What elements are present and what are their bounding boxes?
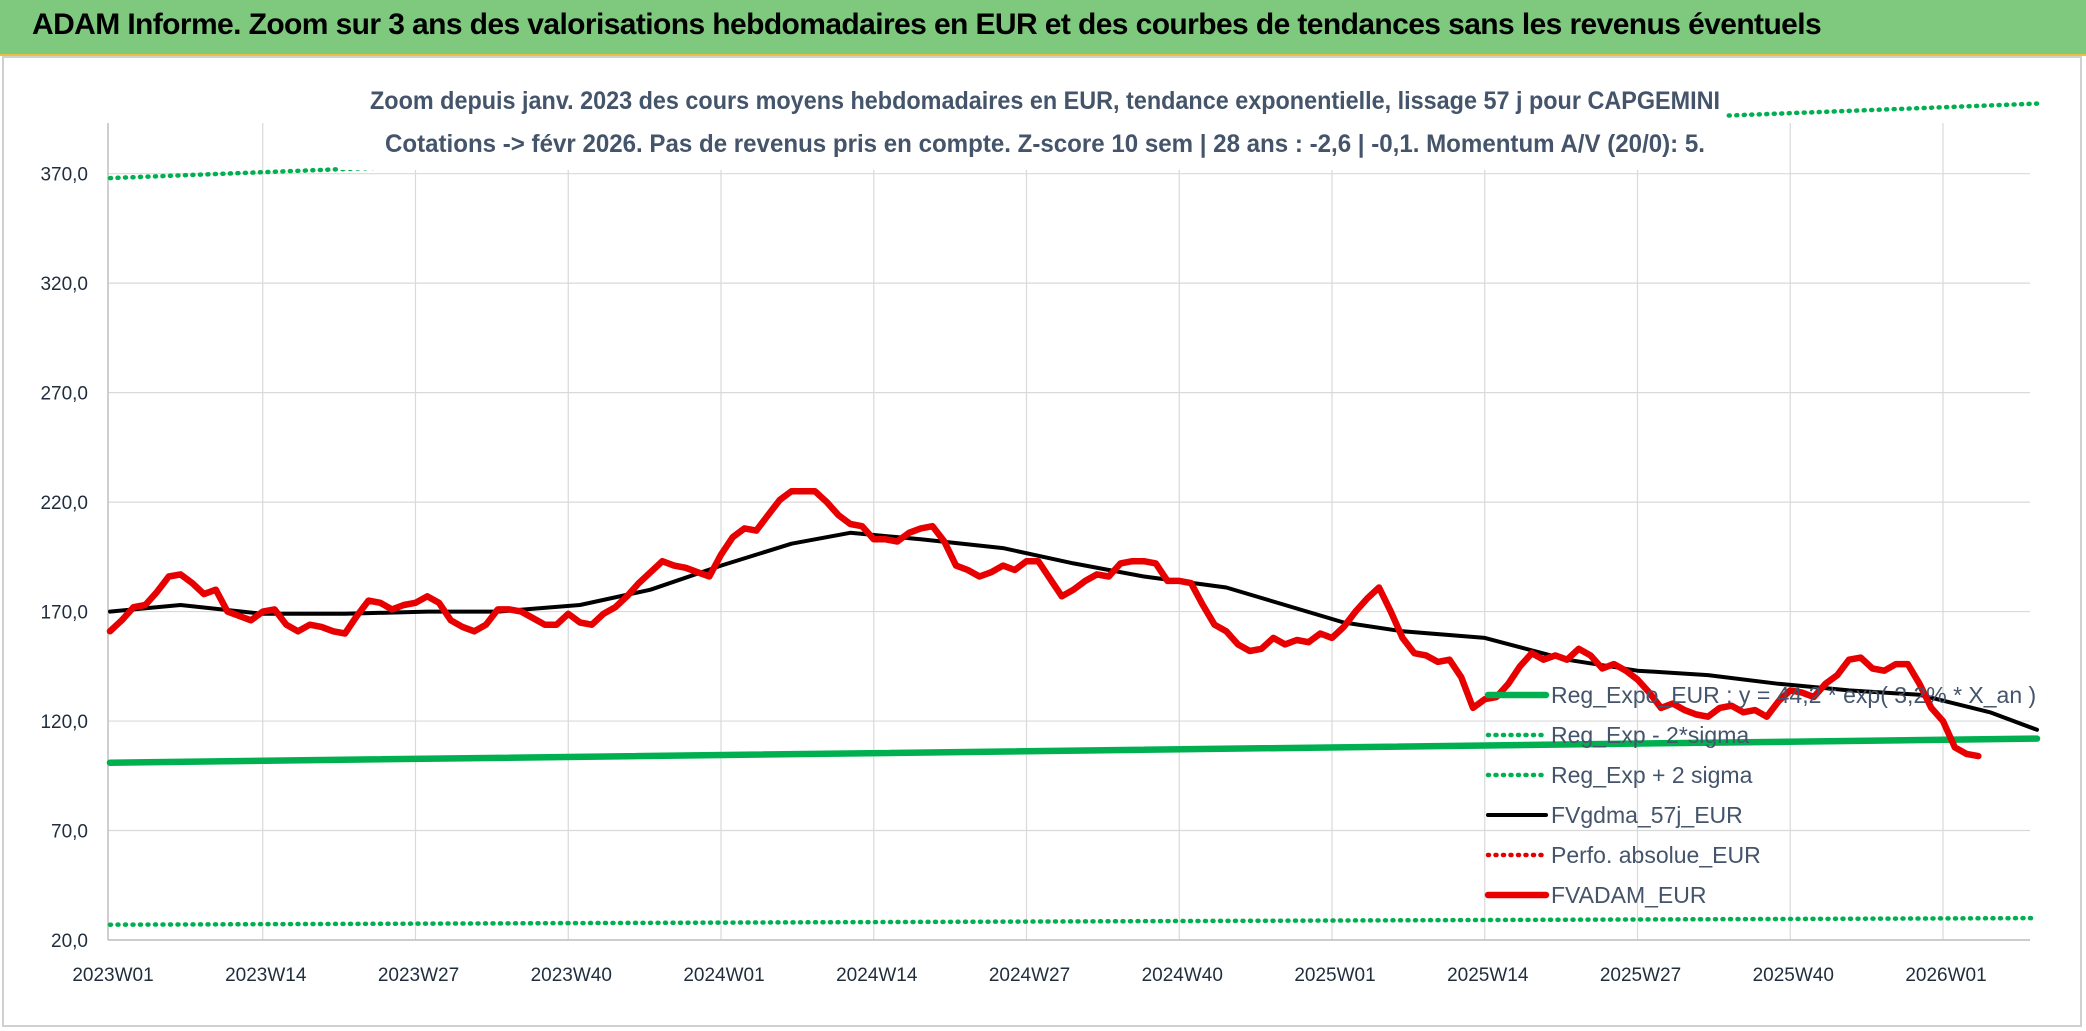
legend-label: Reg_Exp - 2*sigma	[1551, 722, 1749, 748]
subtitle-background	[340, 78, 1725, 170]
y-tick-label: 170,0	[40, 603, 88, 624]
chart-subtitle-line2: Cotations -> févr 2026. Pas de revenus p…	[385, 130, 1705, 158]
gridlines	[107, 123, 2030, 941]
legend-label: FVADAM_EUR	[1551, 882, 1707, 908]
y-tick-label: 270,0	[40, 384, 88, 405]
y-tick-label: 70,0	[51, 822, 88, 843]
y-tick-label: 370,0	[40, 165, 88, 186]
legend-item: Reg_Exp - 2*sigma	[1485, 722, 1749, 748]
x-tick-label: 2024W40	[1142, 965, 1223, 986]
y-tick-label: 20,0	[51, 931, 88, 952]
x-tick-label: 2023W40	[531, 965, 612, 986]
legend-label: Reg_Expo_EUR : y = 44,2 * exp( 3,2% * X_…	[1551, 682, 2036, 708]
legend-item: FVgdma_57j_EUR	[1486, 802, 1743, 828]
y-tick-label: 120,0	[40, 712, 88, 733]
x-tick-label: 2024W14	[836, 965, 918, 986]
x-tick-label: 2024W01	[683, 965, 764, 986]
x-tick-label: 2023W27	[378, 965, 459, 986]
series-layer	[106, 101, 2041, 927]
legend-label: Perfo. absolue_EUR	[1551, 842, 1761, 868]
x-tick-label: 2026W01	[1905, 965, 1986, 986]
x-tick-label: 2025W14	[1447, 965, 1529, 986]
legend-item: FVADAM_EUR	[1484, 882, 1707, 908]
legend: Reg_Expo_EUR : y = 44,2 * exp( 3,2% * X_…	[1484, 682, 2036, 908]
x-tick-label: 2023W14	[225, 965, 307, 986]
page-title: ADAM Informe. Zoom sur 3 ans des valoris…	[32, 8, 1822, 41]
series-line-3	[108, 530, 2039, 732]
x-tick-label: 2025W27	[1600, 965, 1681, 986]
legend-item: Reg_Exp + 2 sigma	[1485, 762, 1753, 788]
legend-item: Perfo. absolue_EUR	[1485, 842, 1761, 868]
legend-label: Reg_Exp + 2 sigma	[1551, 762, 1753, 788]
chart-frame	[2, 56, 2082, 1027]
y-tick-label: 220,0	[40, 493, 88, 514]
series-line-1	[107, 915, 2040, 927]
x-tick-label: 2025W01	[1294, 965, 1375, 986]
x-tick-label: 2025W40	[1753, 965, 1834, 986]
y-tick-label: 320,0	[40, 274, 88, 295]
legend-label: FVgdma_57j_EUR	[1551, 802, 1743, 828]
series-line-5	[106, 487, 1982, 760]
series-line-0	[106, 735, 2041, 766]
chart-subtitle-line1: Zoom depuis janv. 2023 des cours moyens …	[370, 87, 1720, 115]
axis-ticks: 20,0 70,0 120,0 170,0 220,0 270,0 320,0 370,0 20…	[40, 165, 1986, 986]
legend-item: Reg_Expo_EUR : y = 44,2 * exp( 3,2% * X_…	[1484, 682, 2036, 708]
x-tick-label: 2023W01	[72, 965, 153, 986]
x-tick-label: 2024W27	[989, 965, 1070, 986]
header-banner: ADAM Informe. Zoom sur 3 ans des valoris…	[0, 0, 2086, 56]
